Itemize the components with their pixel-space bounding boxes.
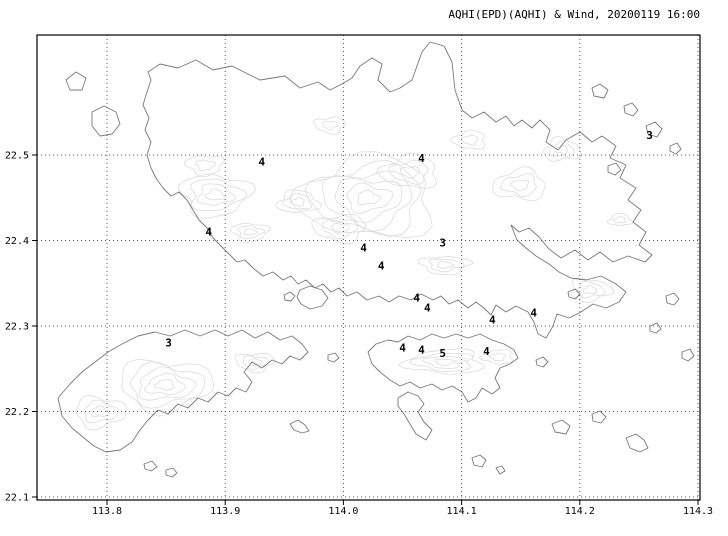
y-tick-label: 22.4 — [5, 236, 29, 247]
station-value: 3 — [439, 237, 446, 250]
figure-title: AQHI(EPD)(AQHI) & Wind, 20200119 16:00 — [448, 8, 700, 21]
station-value: 4 — [399, 342, 406, 355]
x-tick-label: 114.2 — [565, 506, 595, 517]
y-tick-label: 22.2 — [5, 407, 29, 418]
station-value: 4 — [489, 314, 496, 327]
station-value: 4 — [424, 302, 431, 315]
y-tick-label: 22.1 — [5, 493, 29, 504]
x-tick-label: 113.8 — [92, 506, 122, 517]
station-value: 4 — [413, 291, 420, 304]
station-value: 4 — [418, 343, 425, 356]
station-value: 4 — [530, 307, 537, 320]
terrain-contours — [75, 116, 634, 431]
x-tick-label: 114.3 — [683, 506, 713, 517]
station-value: 3 — [165, 337, 172, 350]
x-tick-label: 114.1 — [447, 506, 477, 517]
station-value: 4 — [483, 345, 490, 358]
station-value: 5 — [439, 347, 446, 360]
graticule-grid: 113.8 113.9 114.0 114.1 114.2 114.3 22.1 22.2 22… — [5, 35, 713, 517]
station-value: 4 — [378, 260, 385, 273]
station-value: 4 — [205, 226, 212, 239]
plot-frame — [36, 34, 701, 501]
y-tick-label: 22.3 — [5, 322, 29, 333]
coastline — [57, 41, 695, 478]
y-tick-label: 22.5 — [5, 151, 29, 162]
x-tick-label: 114.0 — [328, 506, 358, 517]
station-value: 4 — [360, 242, 367, 255]
station-value: 4 — [418, 152, 425, 165]
x-tick-label: 113.9 — [210, 506, 240, 517]
station-value: 4 — [258, 155, 265, 168]
station-value: 3 — [646, 129, 653, 142]
